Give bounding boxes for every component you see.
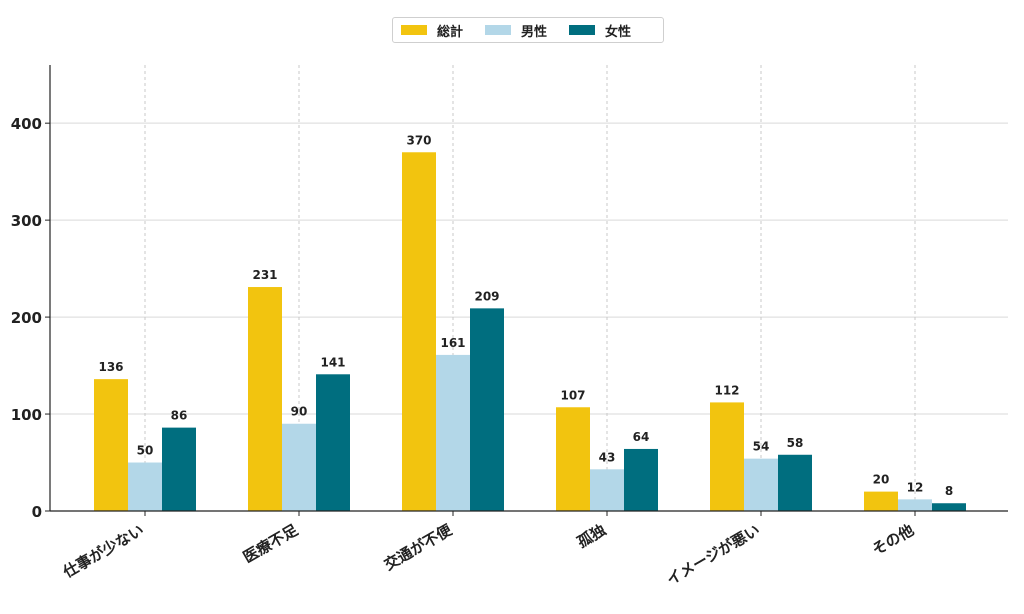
bar-value-label: 209 [474,289,499,303]
bar-value-label: 50 [137,444,154,458]
legend: 総計 男性 女性 [392,17,664,43]
bar [864,491,898,511]
legend-label-female: 女性 [605,24,632,40]
bar [778,454,812,511]
legend-swatch-male [485,25,512,35]
bars [94,152,966,511]
bar-value-label: 8 [945,484,953,498]
x-tick-label: その他 [869,521,917,559]
bar-value-label: 90 [291,405,308,419]
legend-item-female: 女性 [569,21,631,40]
bar-value-label: 86 [171,409,188,423]
bar-value-label: 58 [787,436,804,450]
bar [744,458,778,511]
legend-item-total: 総計 [401,21,463,40]
bar [898,499,932,511]
bar [436,354,470,511]
y-tick-label: 400 [11,115,42,133]
data-labels: 136 50 86 231 90 141 370 161 209 107 43 64 112 54 58 20… [98,133,953,498]
y-tick-label: 300 [11,212,42,230]
bar [556,407,590,511]
legend-label-male: 男性 [521,24,548,40]
bar [316,374,350,511]
bar-value-label: 112 [714,383,739,397]
legend-swatch-female [569,25,596,35]
bar [624,448,658,511]
x-tick-label: イメージが悪い [663,521,763,589]
bar-value-label: 370 [406,133,431,147]
bar-value-label: 136 [98,360,123,374]
bar-value-label: 54 [753,440,770,454]
legend-label-total: 総計 [437,24,464,40]
grid-lines [50,65,1008,511]
bar-value-label: 161 [440,336,465,350]
legend-item-male: 男性 [485,21,547,40]
bar [128,462,162,511]
bar [932,503,966,511]
bar [710,402,744,511]
bar-value-label: 141 [320,355,345,369]
bar [470,308,504,511]
bar-value-label: 12 [907,480,924,494]
bar [94,379,128,511]
bar-value-label: 231 [252,268,277,282]
bar [590,469,624,511]
legend-swatch-total [401,25,427,35]
y-tick-label: 200 [11,309,42,327]
bar-value-label: 107 [560,388,585,402]
y-tick-label: 100 [11,406,42,424]
x-tick-label: 仕事が少ない [59,521,147,582]
y-tick-label: 0 [32,503,42,521]
x-tick-label: 交通が不便 [381,520,456,574]
bar-value-label: 20 [873,473,890,487]
bar [282,423,316,511]
bar [402,152,436,511]
x-tick-label: 医療不足 [240,520,302,566]
bar-value-label: 64 [633,430,650,444]
x-tick-label: 孤独 [574,521,609,552]
bar-value-label: 43 [599,450,616,464]
bar [248,287,282,511]
bar [162,427,196,511]
